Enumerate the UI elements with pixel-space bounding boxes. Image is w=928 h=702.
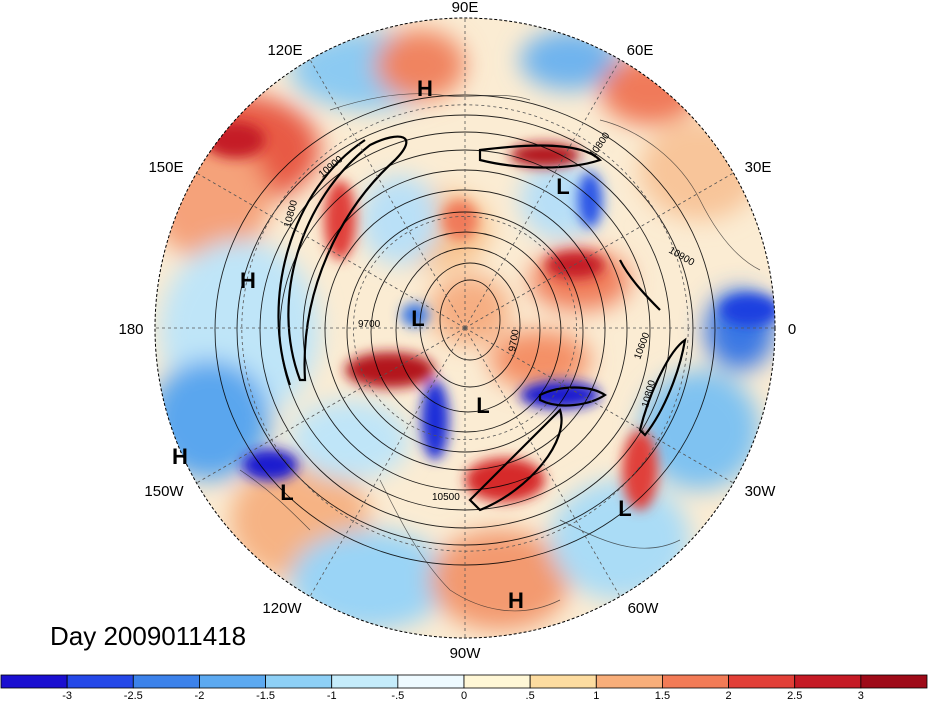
colorbar-swatch xyxy=(397,674,465,689)
meridian-line xyxy=(464,327,734,484)
colorbar: -3 -2.5 -2 -1.5 -1 -.5 0 .5 1 1.5 2 2.5 3 xyxy=(0,674,928,702)
colorbar-swatch xyxy=(860,674,928,689)
colorbar-swatch xyxy=(66,674,134,689)
latitude-circle xyxy=(241,104,689,552)
lon-label-90e: 90E xyxy=(452,0,479,16)
colorbar-label: -.5 xyxy=(391,690,404,702)
colorbar-label: -1 xyxy=(327,690,337,702)
meridian-line xyxy=(309,327,466,597)
colorbar-label: 2 xyxy=(726,690,732,702)
low-pressure-center: L xyxy=(618,496,631,521)
contour-label: 9700 xyxy=(358,319,381,330)
colorbar-swatch xyxy=(132,674,200,689)
colorbar-label: -2 xyxy=(195,690,205,702)
day-label: Day 2009011418 xyxy=(50,621,246,651)
lon-label-150e: 150E xyxy=(148,159,183,176)
colorbar-swatch xyxy=(728,674,796,689)
high-pressure-center: H xyxy=(508,588,524,613)
pressure-centers: H H H H L L L L L xyxy=(172,76,632,613)
colorbar-label: -3 xyxy=(62,690,72,702)
colorbar-swatch xyxy=(794,674,862,689)
jet-contours xyxy=(277,135,687,512)
low-pressure-center: L xyxy=(556,174,569,199)
colorbar-label: 2.5 xyxy=(787,690,802,702)
contour-labels: 10900 10800 10800 10900 10600 9700 9700 … xyxy=(282,130,696,503)
low-pressure-center: L xyxy=(411,306,424,331)
lon-label-180: 180 xyxy=(118,321,143,338)
graticule xyxy=(155,18,775,638)
contour-label: 10500 xyxy=(432,492,460,503)
colorbar-label: .5 xyxy=(526,690,535,702)
low-pressure-center: L xyxy=(476,393,489,418)
meridian-line xyxy=(464,172,734,329)
meridian-line xyxy=(196,327,466,484)
colorbar-label: -2.5 xyxy=(124,690,143,702)
meridian-line xyxy=(309,59,466,329)
colorbar-label: 1.5 xyxy=(655,690,670,702)
high-pressure-center: H xyxy=(417,76,433,101)
colorbar-swatch xyxy=(265,674,333,689)
colorbar-swatch xyxy=(0,674,68,689)
meridian-line xyxy=(196,172,466,329)
lon-label-0: 0 xyxy=(788,321,796,338)
colorbar-label: 3 xyxy=(858,690,864,702)
colorbar-swatch xyxy=(463,674,531,689)
lon-label-60e: 60E xyxy=(627,42,654,59)
lon-label-150w: 150W xyxy=(144,483,184,500)
high-pressure-center: H xyxy=(240,268,256,293)
latitude-circle xyxy=(352,215,577,440)
lon-label-30w: 30W xyxy=(745,483,777,500)
colorbar-label: -1.5 xyxy=(256,690,275,702)
colorbar-swatch xyxy=(331,674,399,689)
meridian-line xyxy=(464,327,621,597)
lon-label-90w: 90W xyxy=(450,645,482,662)
colorbar-swatch xyxy=(662,674,729,689)
meridian-line xyxy=(464,59,621,329)
colorbar-swatch xyxy=(529,674,597,689)
colorbar-label: 1 xyxy=(593,690,599,702)
high-pressure-center: H xyxy=(172,444,188,469)
lon-label-120w: 120W xyxy=(262,600,302,617)
contour-label: 9700 xyxy=(507,328,522,352)
lon-label-30e: 30E xyxy=(745,159,772,176)
colorbar-swatch xyxy=(595,674,663,689)
lon-label-120e: 120E xyxy=(267,42,302,59)
coastlines xyxy=(239,93,761,612)
low-pressure-center: L xyxy=(280,480,293,505)
colorbar-swatch xyxy=(199,674,266,689)
lon-label-60w: 60W xyxy=(628,600,660,617)
longitude-labels: 90E 60E 30E 0 30W 60W 90W 120W 150W 180 … xyxy=(118,0,796,662)
colorbar-label: 0 xyxy=(461,690,467,702)
map-boundary xyxy=(154,17,776,639)
